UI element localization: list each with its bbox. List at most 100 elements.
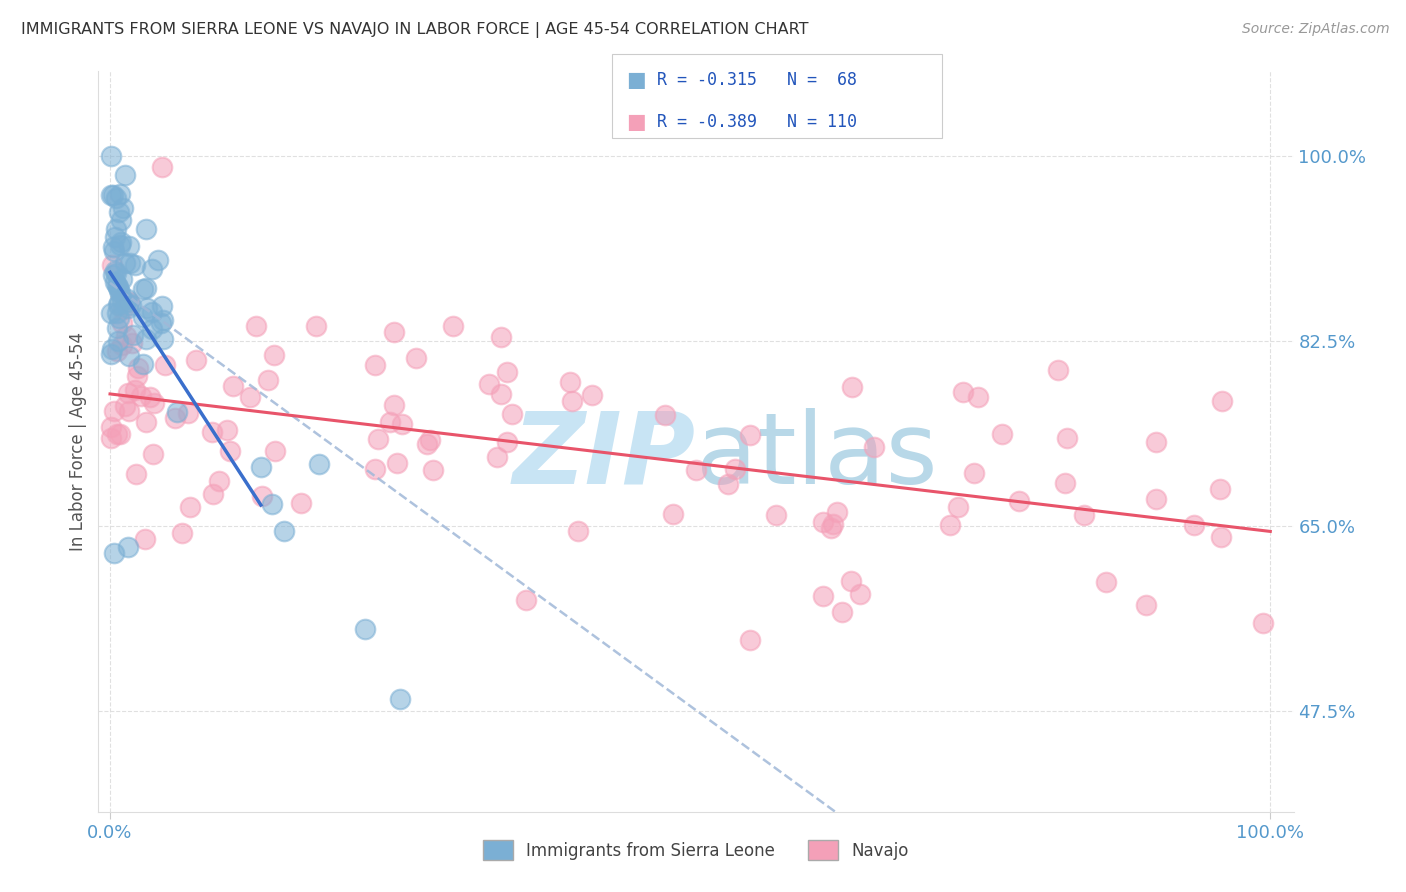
- Point: [103, 546, 125, 560]
- Point: [150, 160, 173, 174]
- Point: [103, 244, 125, 258]
- Point: [101, 240, 124, 254]
- Point: [103, 268, 125, 283]
- Point: [354, 623, 377, 637]
- Point: [264, 443, 287, 458]
- Point: [391, 417, 413, 431]
- Point: [419, 433, 441, 447]
- Point: [115, 292, 138, 306]
- Point: [142, 447, 165, 461]
- Point: [131, 389, 153, 403]
- Point: [841, 380, 863, 394]
- Point: [1056, 431, 1078, 445]
- Point: [495, 365, 517, 379]
- Point: [107, 310, 129, 325]
- Point: [486, 450, 509, 464]
- Point: [184, 353, 207, 368]
- Point: [273, 524, 295, 538]
- Point: [820, 521, 842, 535]
- Point: [100, 420, 122, 434]
- Point: [382, 325, 405, 339]
- Point: [132, 310, 155, 324]
- Point: [105, 191, 128, 205]
- Point: [100, 187, 122, 202]
- Point: [120, 256, 142, 270]
- Point: [560, 375, 582, 389]
- Point: [108, 205, 131, 219]
- Point: [107, 283, 129, 297]
- Point: [135, 221, 157, 235]
- Point: [1095, 575, 1118, 590]
- Point: [1135, 599, 1157, 613]
- Point: [103, 188, 125, 202]
- Point: [738, 428, 761, 442]
- Point: [117, 541, 139, 555]
- Y-axis label: In Labor Force | Age 45-54: In Labor Force | Age 45-54: [69, 332, 87, 551]
- Point: [250, 489, 273, 503]
- Point: [103, 264, 125, 278]
- Point: [839, 574, 862, 588]
- Point: [150, 299, 173, 313]
- Point: [118, 403, 141, 417]
- Point: [103, 404, 125, 418]
- Point: [118, 238, 141, 252]
- Point: [202, 487, 225, 501]
- Point: [104, 276, 127, 290]
- Point: [489, 330, 512, 344]
- Point: [176, 405, 198, 419]
- Point: [811, 515, 834, 529]
- Point: [496, 435, 519, 450]
- Point: [308, 457, 330, 471]
- Legend: Immigrants from Sierra Leone, Navajo: Immigrants from Sierra Leone, Navajo: [477, 834, 915, 866]
- Point: [382, 399, 405, 413]
- Point: [153, 358, 176, 372]
- Point: [105, 266, 128, 280]
- Point: [125, 369, 148, 384]
- Point: [166, 405, 188, 419]
- Point: [215, 423, 238, 437]
- Point: [1209, 482, 1232, 496]
- Point: [104, 229, 127, 244]
- Point: [1144, 491, 1167, 506]
- Point: [108, 295, 131, 310]
- Point: [148, 253, 170, 268]
- Point: [112, 301, 135, 316]
- Point: [1144, 434, 1167, 449]
- Point: [111, 271, 134, 285]
- Point: [811, 589, 834, 603]
- Point: [114, 168, 136, 182]
- Point: [1211, 530, 1233, 544]
- Point: [118, 294, 141, 309]
- Point: [141, 262, 163, 277]
- Point: [263, 348, 285, 362]
- Point: [765, 508, 787, 522]
- Point: [405, 351, 427, 365]
- Point: [132, 357, 155, 371]
- Point: [305, 319, 328, 334]
- Point: [111, 338, 134, 352]
- Point: [208, 474, 231, 488]
- Point: [143, 396, 166, 410]
- Text: R = -0.389   N = 110: R = -0.389 N = 110: [657, 113, 856, 131]
- Point: [117, 386, 139, 401]
- Point: [422, 463, 444, 477]
- Point: [111, 201, 134, 215]
- Point: [135, 332, 157, 346]
- Point: [120, 298, 142, 312]
- Point: [257, 373, 280, 387]
- Point: [825, 505, 848, 519]
- Point: [724, 462, 747, 476]
- Point: [100, 149, 122, 163]
- Point: [179, 500, 201, 515]
- Point: [115, 294, 138, 309]
- Point: [115, 328, 138, 343]
- Text: R = -0.315   N =  68: R = -0.315 N = 68: [657, 71, 856, 89]
- Point: [717, 476, 740, 491]
- Point: [416, 437, 439, 451]
- Point: [107, 334, 129, 348]
- Point: [152, 332, 174, 346]
- Point: [1073, 508, 1095, 522]
- Point: [110, 235, 132, 249]
- Point: [1211, 394, 1233, 409]
- Point: [740, 633, 762, 648]
